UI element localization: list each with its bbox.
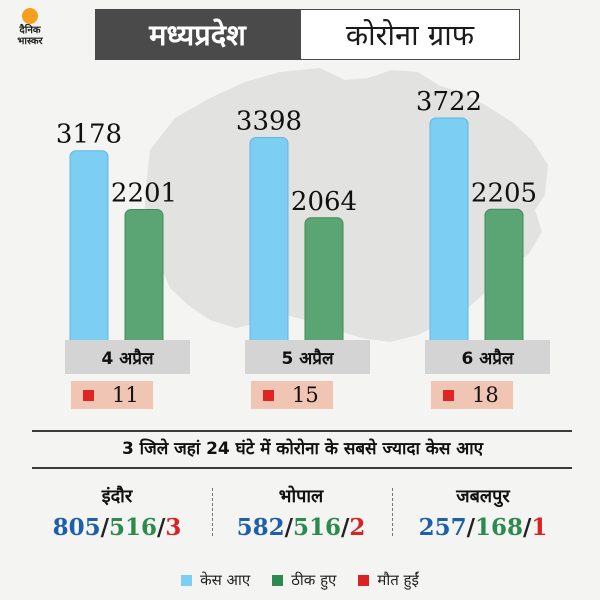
city-deaths: 2 bbox=[349, 514, 366, 541]
stat-sep: / bbox=[466, 514, 475, 541]
divider-top bbox=[32, 430, 572, 432]
legend-label: मौत हुईं bbox=[377, 571, 419, 589]
label-recovered-2: 2064 bbox=[291, 187, 357, 217]
bar-chart: 3178 2201 3398 2064 3722 2205 bbox=[56, 68, 548, 349]
city-recovered: 516 bbox=[108, 514, 157, 541]
city-cases: 582 bbox=[236, 514, 285, 541]
date-label-1: 4 अप्रैल bbox=[65, 340, 190, 374]
death-value: 18 bbox=[472, 383, 499, 407]
legend-label: केस आए bbox=[200, 571, 251, 589]
city-stats: 582/516/2 bbox=[216, 514, 386, 541]
legend-label: ठीक हुए bbox=[291, 571, 337, 589]
legend-swatch bbox=[358, 574, 370, 586]
stat-sep: / bbox=[523, 514, 532, 541]
label-cases-1: 3178 bbox=[56, 120, 122, 150]
bar-cases-2 bbox=[249, 136, 289, 349]
bar-recovered-1 bbox=[124, 209, 164, 349]
bar-cases-3 bbox=[429, 117, 469, 349]
date-label-2: 5 अप्रैल bbox=[245, 340, 370, 374]
bar-cases-1 bbox=[69, 150, 109, 349]
stat-sep: / bbox=[284, 514, 293, 541]
stat-sep: / bbox=[157, 514, 166, 541]
column-separator bbox=[392, 488, 393, 536]
death-marker-icon bbox=[83, 389, 94, 401]
label-cases-2: 3398 bbox=[236, 106, 302, 136]
legend-item-cases: केस आए bbox=[181, 570, 250, 590]
death-count-3: 18 bbox=[431, 381, 513, 409]
header-topic: कोरोना ग्राफ bbox=[300, 9, 520, 60]
legend-item-recovered: ठीक हुए bbox=[272, 570, 336, 590]
death-count-2: 15 bbox=[251, 381, 333, 409]
legend-swatch bbox=[181, 574, 193, 586]
city-name: भोपाल bbox=[278, 486, 324, 507]
city-indore: इंदौर 805/516/3 bbox=[32, 484, 202, 541]
city-bhopal: भोपाल 582/516/2 bbox=[216, 484, 386, 541]
death-value: 11 bbox=[112, 383, 139, 407]
death-marker-icon bbox=[443, 389, 454, 401]
sun-icon bbox=[22, 8, 38, 24]
date-label-3: 6 अप्रैल bbox=[425, 340, 550, 374]
city-cases: 805 bbox=[52, 514, 101, 541]
death-value: 15 bbox=[292, 383, 319, 407]
header-state: मध्यप्रदेश bbox=[95, 9, 300, 60]
city-recovered: 168 bbox=[474, 514, 523, 541]
label-recovered-3: 2205 bbox=[471, 178, 537, 208]
city-recovered: 516 bbox=[292, 514, 341, 541]
legend: केस आए ठीक हुए मौत हुईं bbox=[0, 570, 600, 590]
legend-swatch bbox=[272, 574, 284, 586]
brand-line-1: दैनिक bbox=[19, 25, 41, 36]
label-recovered-1: 2201 bbox=[111, 179, 177, 209]
bar-recovered-2 bbox=[304, 217, 344, 349]
label-cases-3: 3722 bbox=[416, 87, 482, 117]
brand-logo: दैनिक भास्कर bbox=[8, 8, 52, 52]
city-stats: 257/168/1 bbox=[398, 514, 568, 541]
city-stats: 805/516/3 bbox=[32, 514, 202, 541]
city-cases: 257 bbox=[418, 514, 467, 541]
city-jabalpur: जबलपुर 257/168/1 bbox=[398, 484, 568, 541]
legend-item-deaths: मौत हुईं bbox=[358, 570, 419, 590]
city-deaths: 3 bbox=[165, 514, 182, 541]
column-separator bbox=[212, 488, 213, 536]
districts-heading: 3 जिले जहां 24 घंटे में कोरोना के सबसे ज… bbox=[121, 439, 484, 459]
stat-sep: / bbox=[341, 514, 350, 541]
death-count-1: 11 bbox=[71, 381, 153, 409]
death-marker-icon bbox=[263, 389, 274, 401]
city-name: जबलपुर bbox=[456, 486, 510, 507]
divider-bottom bbox=[32, 467, 572, 469]
bar-recovered-3 bbox=[484, 208, 524, 349]
stat-sep: / bbox=[100, 514, 109, 541]
brand-line-2: भास्कर bbox=[17, 36, 43, 47]
city-name: इंदौर bbox=[101, 486, 133, 507]
city-deaths: 1 bbox=[531, 514, 548, 541]
